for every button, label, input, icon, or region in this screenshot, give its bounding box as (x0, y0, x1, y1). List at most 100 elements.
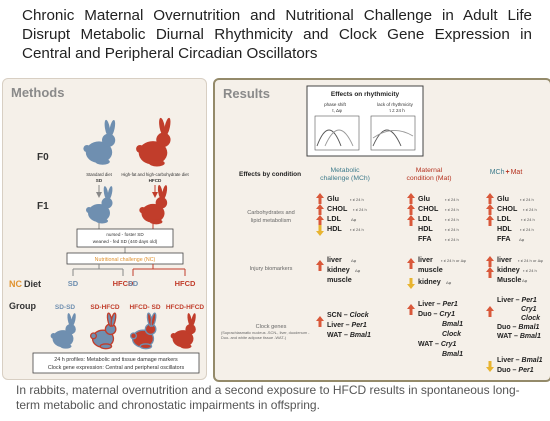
nc-box (66, 252, 184, 265)
summary-caption: In rabbits, maternal overnutrition and a… (16, 383, 520, 412)
group-sd-sd-rabbit-icon (50, 312, 77, 349)
sd-rabbit-f0-icon (83, 119, 117, 165)
carb-mat-up-arrow-icon-2 (407, 204, 415, 215)
clock-mat-wat: WAT – Cry1 (418, 341, 457, 348)
hfcd-diet-label: High-fat and high-carbohydrate diet (121, 172, 189, 177)
clock-both-up-arrow-icon (486, 306, 494, 317)
inj-both-group: liver τ ≠ 24 h or Δφ kidney τ ≠ 24 h Mus… (486, 255, 543, 284)
carb-mch-glu-note: τ ≠ 24 h (350, 197, 364, 202)
row-clock-note: (Suprachiasmatic nucleus -SCN-, liver, d… (221, 331, 310, 340)
inj-mat-kidney-note: Δφ (446, 280, 452, 285)
clock-both-wat: WAT – Bmal1 (497, 333, 541, 340)
carb-both-up-arrow-icon-2 (486, 204, 494, 215)
carb-mat-ffa: FFA (418, 234, 432, 243)
inj-both-kidney: kidney (497, 265, 520, 274)
inj-mat-liver: liver (418, 255, 433, 264)
phase-shift-label: phase shift (324, 102, 347, 107)
inj-both-liver-note: τ ≠ 24 h or Δφ (518, 258, 543, 263)
phase-shift-sub: τ, Δφ (332, 108, 342, 113)
group-sd-sd: SD-SD (55, 304, 76, 311)
group-sd-hfcd-rabbit-icon (89, 312, 118, 350)
row-carb-line-2: lipid metabolism (251, 218, 291, 224)
carb-both-ffa: FFA (497, 234, 511, 243)
col-mch-line-2: challenge (MCh) (320, 175, 370, 182)
carb-mch-group: Glu τ ≠ 24 h CHOL τ ≠ 24 h LDL Δφ HDL τ … (316, 193, 367, 236)
carb-mat-ffa-note: τ ≠ 24 h (445, 237, 459, 242)
inj-mat-group: liver τ ≠ 24 h or Δφ muscle kidney Δφ (407, 255, 466, 289)
carb-mat-up-arrow-icon (407, 193, 415, 204)
carb-both-glu: Glu (497, 194, 509, 203)
carb-both-hdl: HDL (497, 224, 512, 233)
col-mat-line-2: condition (Mat) (407, 175, 452, 182)
group-sd-hfcd: SD-HFCD (90, 304, 120, 311)
inj-both-kidney-note: τ ≠ 24 h (523, 268, 537, 273)
carb-mch-chol: CHOL (327, 204, 348, 213)
clock-mch-liver: Liver – Per1 (327, 322, 367, 329)
carb-mat-up-arrow-icon-3 (407, 215, 415, 226)
col-mat-line-1: Maternal (416, 167, 443, 174)
carb-mat-ldl: LDL (418, 214, 433, 223)
clock-both-duo: Duo – Bmal1 (497, 324, 540, 331)
carb-mch-ldl: LDL (327, 214, 342, 223)
weaned-label: weaned - fed SD (440 days old) (93, 239, 158, 244)
clock-both-duo-down: Duo – Per1 (497, 367, 534, 374)
clock-mat-liver: Liver – Per1 (418, 301, 458, 308)
right-hfcd-label: HFCD (175, 279, 196, 288)
clock-mat-group: Liver – Per1 Duo – Cry1 Bmal1 Clock WAT … (407, 301, 463, 358)
carb-both-ldl: LDL (497, 214, 512, 223)
phase-shift-plot (314, 115, 360, 151)
inj-both-muscle: Muscle (497, 275, 521, 284)
clock-both-liver-clock: Clock (521, 315, 541, 322)
carb-both-chol: CHOL (497, 204, 518, 213)
f1-label: F1 (37, 201, 49, 212)
clock-both-group: Liver – Per1 Cry1 Clock Duo – Bmal1 WAT … (486, 297, 543, 374)
page-title: Chronic Maternal Overnutrition and Nutri… (22, 7, 532, 62)
left-sd-label: SD (68, 279, 79, 288)
carb-mch-glu: Glu (327, 194, 339, 203)
inj-mch-kidney-note: Δφ (355, 268, 361, 273)
inset-title: Effects on rhythmicity (331, 91, 400, 98)
col-mch-line-1: Metabolic (330, 167, 360, 174)
carb-both-group: Glu τ ≠ 24 h CHOL τ ≠ 24 h LDL τ ≠ 24 h … (486, 193, 537, 243)
clock-mat-wat-bmal1: Bmal1 (442, 351, 463, 358)
carb-mch-up-arrow-icon-3 (316, 215, 324, 226)
carb-both-hdl-note: τ ≠ 24 h (520, 227, 534, 232)
group-hfcd-hfcd: HFCD-HFCD (166, 304, 205, 311)
nc-label: Nutritional challenge (NC) (95, 257, 156, 263)
inj-both-up-arrow-icon-2 (486, 267, 494, 278)
carb-both-ffa-note: Δφ (519, 237, 525, 242)
sd-diet-abbr: SD (96, 178, 103, 183)
inj-mat-kidney: kidney (418, 277, 441, 286)
inj-both-muscle-note: Δφ (522, 278, 528, 283)
by-condition-label: Effects by condition (239, 171, 301, 178)
lack-sub: τ ≠ 24 h (389, 108, 405, 113)
lack-rhythm-plot (370, 115, 416, 151)
group-hfcd-hfcd-rabbit-icon (170, 312, 197, 349)
inj-mch-liver-note: Δφ (351, 258, 357, 263)
clock-mch-group: SCN – Clock Liver – Per1 WAT – Bmal1 (316, 312, 371, 339)
inj-mch-group: liver Δφ kidney Δφ muscle (316, 255, 361, 284)
carb-mat-chol: CHOL (418, 204, 439, 213)
col-both-header: MCh+Mat (490, 169, 523, 176)
lack-label: lack of rhythmicity (377, 102, 414, 107)
methods-heading: Methods (11, 85, 65, 100)
carb-mat-ldl-note: τ ≠ 24 h (445, 217, 459, 222)
hfcd-rabbit-f1-icon (139, 184, 169, 225)
carb-mat-glu: Glu (418, 194, 430, 203)
inj-mch-muscle: muscle (327, 275, 352, 284)
row-injury-label: Injury biomarkers (250, 266, 293, 272)
row-carb-line-1: Carbohydrates and (247, 210, 295, 216)
results-panel: Results Effects on rhythmicity phase shi… (213, 78, 550, 382)
carb-mch-hdl-note: τ ≠ 24 h (350, 227, 364, 232)
results-diagram: Effects on rhythmicity phase shift τ, Δφ… (221, 85, 543, 374)
profile-line-2: Clock gene expression: Central and perip… (48, 365, 185, 371)
clock-both-liver: Liver – Per1 (497, 297, 537, 304)
inj-mat-muscle: muscle (418, 265, 443, 274)
clock-mch-up-arrow-icon (316, 316, 324, 327)
carb-both-up-arrow-icon-3 (486, 215, 494, 226)
nc-diet-label: NC Diet (9, 279, 41, 289)
right-sd-label: SD (128, 279, 139, 288)
profile-line-1: 24 h profiles: Metabolic and tissue dama… (54, 357, 178, 363)
carb-mat-group: Glu τ ≠ 24 h CHOL τ ≠ 24 h LDL τ ≠ 24 h … (407, 193, 459, 243)
inj-both-liver: liver (497, 255, 512, 264)
